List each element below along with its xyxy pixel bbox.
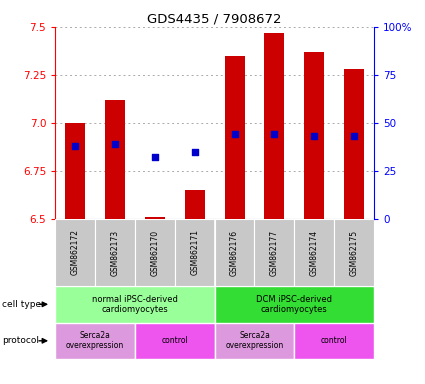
Bar	[135, 219, 175, 286]
Point	[151, 154, 158, 161]
Legend: transformed count, percentile rank within the sample: transformed count, percentile rank withi…	[56, 382, 227, 384]
Title: GDS4435 / 7908672: GDS4435 / 7908672	[147, 13, 282, 26]
Text: Serca2a
overexpression: Serca2a overexpression	[66, 331, 124, 351]
Bar	[255, 219, 294, 286]
Text: cell type: cell type	[2, 300, 41, 309]
Bar	[215, 219, 255, 286]
Text: GSM862176: GSM862176	[230, 229, 239, 276]
Text: GSM862173: GSM862173	[110, 229, 119, 276]
Text: Serca2a
overexpression: Serca2a overexpression	[225, 331, 283, 351]
Text: normal iPSC-derived
cardiomyocytes: normal iPSC-derived cardiomyocytes	[92, 295, 178, 314]
Bar	[65, 123, 85, 219]
Bar	[175, 219, 215, 286]
Bar	[55, 286, 215, 323]
Point	[72, 143, 79, 149]
Text: GSM862177: GSM862177	[270, 229, 279, 276]
Text: GSM862170: GSM862170	[150, 229, 159, 276]
Bar	[95, 219, 135, 286]
Bar	[344, 69, 364, 219]
Bar	[55, 323, 135, 359]
Point	[112, 141, 119, 147]
Point	[311, 133, 317, 139]
Bar	[304, 52, 324, 219]
Bar	[215, 286, 374, 323]
Text: control: control	[162, 336, 188, 345]
Point	[271, 131, 278, 137]
Text: GSM862171: GSM862171	[190, 230, 199, 275]
Text: GSM862172: GSM862172	[71, 230, 79, 275]
Text: GSM862174: GSM862174	[310, 229, 319, 276]
Text: control: control	[321, 336, 348, 345]
Text: GSM862175: GSM862175	[350, 229, 359, 276]
Point	[191, 149, 198, 155]
Bar	[145, 217, 165, 219]
Bar	[215, 323, 294, 359]
Bar	[105, 100, 125, 219]
Bar	[294, 323, 374, 359]
Bar	[185, 190, 205, 219]
Bar	[264, 33, 284, 219]
Bar	[224, 56, 244, 219]
Bar	[135, 323, 215, 359]
Text: protocol: protocol	[2, 336, 39, 345]
Bar	[294, 219, 334, 286]
Point	[351, 133, 357, 139]
Bar	[334, 219, 374, 286]
Point	[231, 131, 238, 137]
Bar	[55, 219, 95, 286]
Text: DCM iPSC-derived
cardiomyocytes: DCM iPSC-derived cardiomyocytes	[256, 295, 332, 314]
